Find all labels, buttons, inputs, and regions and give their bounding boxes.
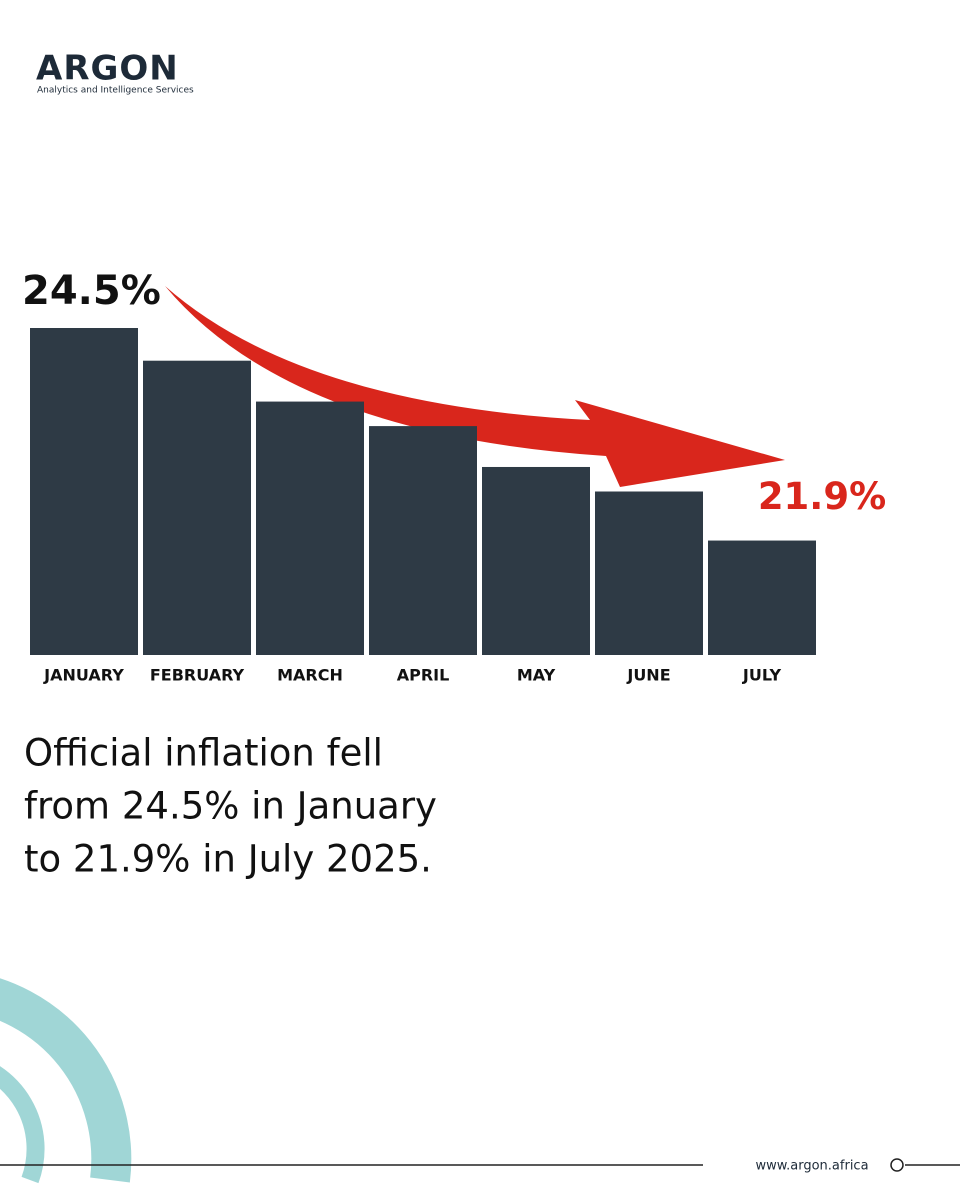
x-tick-label: MAY — [517, 666, 556, 685]
x-tick-label: FEBRUARY — [150, 666, 245, 685]
footer-dot — [890, 1158, 904, 1172]
logo: ARGON — [36, 49, 179, 89]
x-tick-label: JULY — [742, 666, 782, 685]
trend-arrow — [165, 286, 785, 487]
bar — [708, 540, 816, 655]
data-label: 21.9% — [758, 475, 886, 518]
x-tick-label: MARCH — [277, 666, 343, 685]
logo-tagline: Analytics and Intelligence Services — [37, 86, 194, 96]
x-tick-label: JUNE — [626, 666, 670, 685]
caption-line: Official inflation fell — [24, 732, 383, 775]
plot: JANUARY 24.5% FEBRUARY MARCH APRIL MAY JUNE JUL… — [22, 268, 886, 685]
caption-line: to 21.9% in July 2025. — [24, 838, 432, 881]
bar — [30, 328, 138, 655]
caption: Official inflation fell from 24.5% in Jan… — [24, 732, 437, 881]
x-tick-label: JANUARY — [43, 666, 124, 685]
bar — [143, 360, 251, 655]
x-tick-label: APRIL — [397, 666, 450, 685]
bar — [369, 426, 477, 655]
bar — [595, 491, 703, 655]
data-label: 24.5% — [22, 268, 161, 314]
bar — [256, 401, 364, 655]
bar — [482, 466, 590, 655]
website: www.argon.africa — [755, 1159, 868, 1174]
caption-line: from 24.5% in January — [24, 785, 437, 828]
decoration — [0, 978, 132, 1184]
